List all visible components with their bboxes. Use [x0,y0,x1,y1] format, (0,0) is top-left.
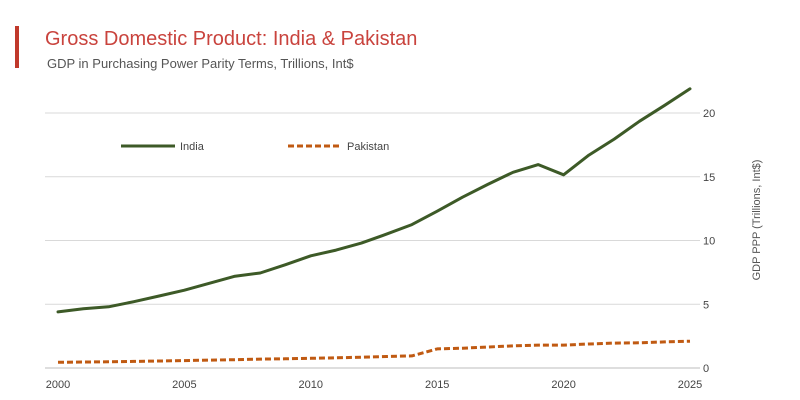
chart-title: Gross Domestic Product: India & Pakistan [45,28,418,50]
chart-subtitle: GDP in Purchasing Power Parity Terms, Tr… [47,56,354,71]
x-tick-label: 2005 [172,379,196,391]
y-tick-label: 15 [703,172,715,184]
y-axis-title: GDP PPP (Trillions, Int$) [751,160,763,281]
y-tick-label: 20 [703,108,715,120]
x-tick-label: 2010 [299,379,323,391]
x-tick-label: 2020 [551,379,575,391]
legend-india-label: India [180,141,205,153]
tick-layer: 0 5 10 15 20 2000 2005 2010 2015 2020 2025 [46,108,715,391]
series-line-india [56,87,692,314]
legend: India Pakistan [121,141,389,153]
legend-pakistan-label: Pakistan [347,141,389,153]
x-tick-label: 2015 [425,379,449,391]
x-tick-label: 2000 [46,379,70,391]
title-accent-bar [15,26,19,68]
series-line-pakistan [57,339,691,364]
x-tick-label: 2025 [678,379,702,391]
y-tick-label: 10 [703,236,715,248]
y-tick-label: 5 [703,299,709,311]
y-tick-label: 0 [703,363,709,375]
series-layer [56,87,692,364]
